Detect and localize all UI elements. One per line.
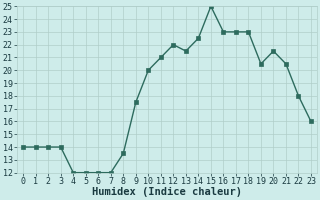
X-axis label: Humidex (Indice chaleur): Humidex (Indice chaleur) [92, 187, 242, 197]
